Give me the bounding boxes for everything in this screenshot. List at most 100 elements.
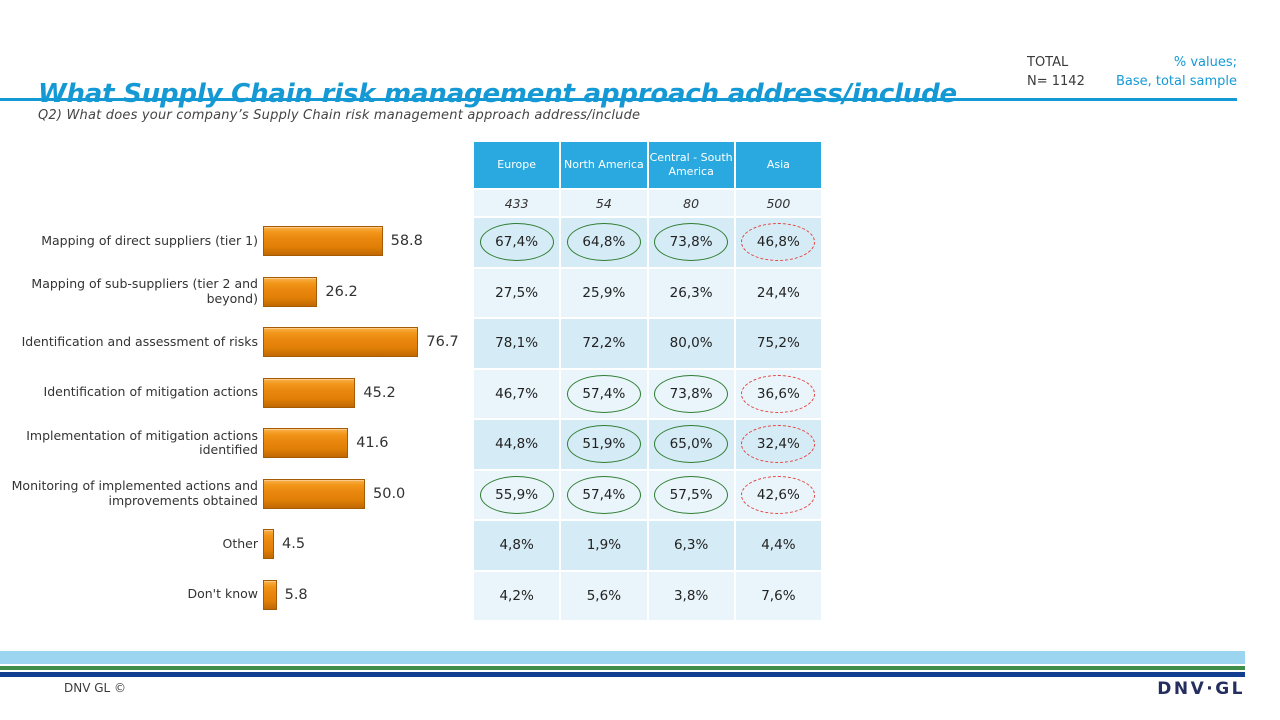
table-cell: 24,4% bbox=[735, 268, 821, 317]
cell-value: 5,6% bbox=[586, 587, 622, 604]
bar-label: Implementation of mitigation actions ide… bbox=[26, 427, 258, 458]
bar-label: Mapping of direct suppliers (tier 1) bbox=[41, 232, 258, 248]
bar bbox=[263, 529, 274, 560]
bar-label: Mapping of sub-suppliers (tier 2 and bey… bbox=[31, 276, 258, 306]
page-title: What Supply Chain risk management approa… bbox=[38, 79, 957, 110]
cell-value: 57,5% bbox=[669, 486, 713, 503]
cell-value: 42,6% bbox=[756, 486, 800, 503]
copyright-text: DNV GL © bbox=[64, 681, 127, 695]
title-underline bbox=[0, 98, 1237, 101]
cell-value: 57,4% bbox=[582, 385, 626, 402]
chart-row: Mapping of direct suppliers (tier 1) 58.8 bbox=[10, 216, 470, 267]
cell-value: 4,8% bbox=[499, 537, 534, 554]
cell-value: 4,4% bbox=[761, 537, 796, 554]
table-cell: 46,8% bbox=[735, 218, 821, 267]
total-n: N= 1142 bbox=[1027, 73, 1085, 89]
cell-value: 46,7% bbox=[495, 385, 539, 402]
cell-value: 67,4% bbox=[495, 234, 539, 251]
bar-area: 58.8 bbox=[258, 226, 423, 257]
bar bbox=[263, 377, 356, 408]
question-subtitle: Q2) What does your company’s Supply Chai… bbox=[38, 108, 641, 123]
column-header: North America bbox=[561, 142, 647, 188]
base-cell: 500 bbox=[735, 190, 821, 216]
bar-area: 45.2 bbox=[258, 377, 396, 408]
bar-area: 26.2 bbox=[258, 276, 358, 307]
table-cell: 64,8% bbox=[561, 218, 647, 267]
cell-value: 36,6% bbox=[756, 385, 800, 402]
footer-stripe-green bbox=[0, 666, 1245, 670]
bar-label: Other bbox=[222, 535, 259, 551]
bar-area: 76.7 bbox=[258, 327, 459, 358]
chart-row: Mapping of sub-suppliers (tier 2 and bey… bbox=[10, 267, 470, 318]
column-header: Central - South America bbox=[648, 142, 734, 188]
table-row: 44,8% 51,9% 65,0% 32,4% bbox=[474, 420, 821, 469]
base-cell: 433 bbox=[474, 190, 560, 216]
cell-value: 73,8% bbox=[669, 234, 713, 251]
cell-value: 65,0% bbox=[669, 436, 713, 453]
table-row: 27,5% 25,9% 26,3% 24,4% bbox=[474, 268, 821, 317]
bar-value-label: 76.7 bbox=[426, 334, 459, 351]
cell-value: 72,2% bbox=[582, 335, 626, 352]
bar-value-label: 41.6 bbox=[356, 435, 389, 452]
table-cell: 44,8% bbox=[474, 420, 560, 469]
table-cell: 26,3% bbox=[648, 268, 734, 317]
cell-value: 32,4% bbox=[756, 436, 800, 453]
cell-value: 78,1% bbox=[495, 335, 539, 352]
table-cell: 57,4% bbox=[561, 369, 647, 418]
table-cell: 57,5% bbox=[648, 470, 734, 519]
cell-value: 25,9% bbox=[582, 284, 626, 301]
region-table: Europe North America Central - South Ameri… bbox=[474, 142, 821, 622]
table-header-row: Europe North America Central - South Ameri… bbox=[474, 142, 821, 188]
footer-stripe-navy bbox=[0, 672, 1245, 677]
bar-area: 50.0 bbox=[258, 478, 405, 509]
cell-value: 44,8% bbox=[495, 436, 539, 453]
bar-label: Don't know bbox=[187, 586, 258, 602]
chart-row: Monitoring of implemented actions and im… bbox=[10, 469, 470, 520]
table-cell: 72,2% bbox=[561, 319, 647, 368]
cell-value: 26,3% bbox=[669, 284, 713, 301]
table-cell: 65,0% bbox=[648, 420, 734, 469]
values-note-line1: % values; bbox=[1173, 55, 1237, 70]
cell-value: 7,6% bbox=[761, 587, 796, 604]
cell-value: 27,5% bbox=[495, 284, 539, 301]
table-cell: 73,8% bbox=[648, 369, 734, 418]
table-cell: 25,9% bbox=[561, 268, 647, 317]
table-cell: 4,2% bbox=[474, 571, 560, 620]
table-cell: 73,8% bbox=[648, 218, 734, 267]
table-row: 46,7% 57,4% 73,8% 36,6% bbox=[474, 369, 821, 418]
table-cell: 75,2% bbox=[735, 319, 821, 368]
bar-value-label: 5.8 bbox=[284, 586, 308, 603]
table-cell: 27,5% bbox=[474, 268, 560, 317]
bar-area: 5.8 bbox=[258, 579, 308, 610]
total-sample-block: TOTAL N= 1142 bbox=[1027, 54, 1085, 92]
cell-value: 64,8% bbox=[582, 234, 626, 251]
cell-value: 6,3% bbox=[673, 537, 709, 554]
cell-value: 24,4% bbox=[756, 284, 800, 301]
cell-value: 46,8% bbox=[756, 234, 800, 251]
table-cell: 78,1% bbox=[474, 319, 560, 368]
bar-value-label: 45.2 bbox=[363, 384, 396, 401]
cell-value: 3,8% bbox=[673, 587, 709, 604]
table-cell: 80,0% bbox=[648, 319, 734, 368]
footer-stripe-lightblue bbox=[0, 651, 1245, 664]
cell-value: 57,4% bbox=[582, 486, 626, 503]
bar-label: Monitoring of implemented actions and im… bbox=[11, 478, 258, 508]
table-row: 67,4% 64,8% 73,8% 46,8% bbox=[474, 218, 821, 267]
table-cell: 46,7% bbox=[474, 369, 560, 418]
bar bbox=[263, 327, 419, 358]
table-cell: 36,6% bbox=[735, 369, 821, 418]
base-cell: 54 bbox=[561, 190, 647, 216]
chart-row: Other 4.5 bbox=[10, 519, 470, 570]
bar-value-label: 58.8 bbox=[390, 233, 423, 250]
cell-value: 80,0% bbox=[669, 335, 713, 352]
table-cell: 3,8% bbox=[648, 571, 734, 620]
bar bbox=[263, 478, 365, 509]
bar-value-label: 4.5 bbox=[282, 536, 306, 553]
bar-value-label: 26.2 bbox=[325, 283, 358, 300]
table-cell: 67,4% bbox=[474, 218, 560, 267]
bar-chart: Mapping of direct suppliers (tier 1) 58.8… bbox=[10, 216, 470, 620]
table-base-row: 433 54 80 500 bbox=[474, 190, 821, 216]
base-cell: 80 bbox=[648, 190, 734, 216]
bar bbox=[263, 226, 383, 257]
table-cell: 5,6% bbox=[561, 571, 647, 620]
